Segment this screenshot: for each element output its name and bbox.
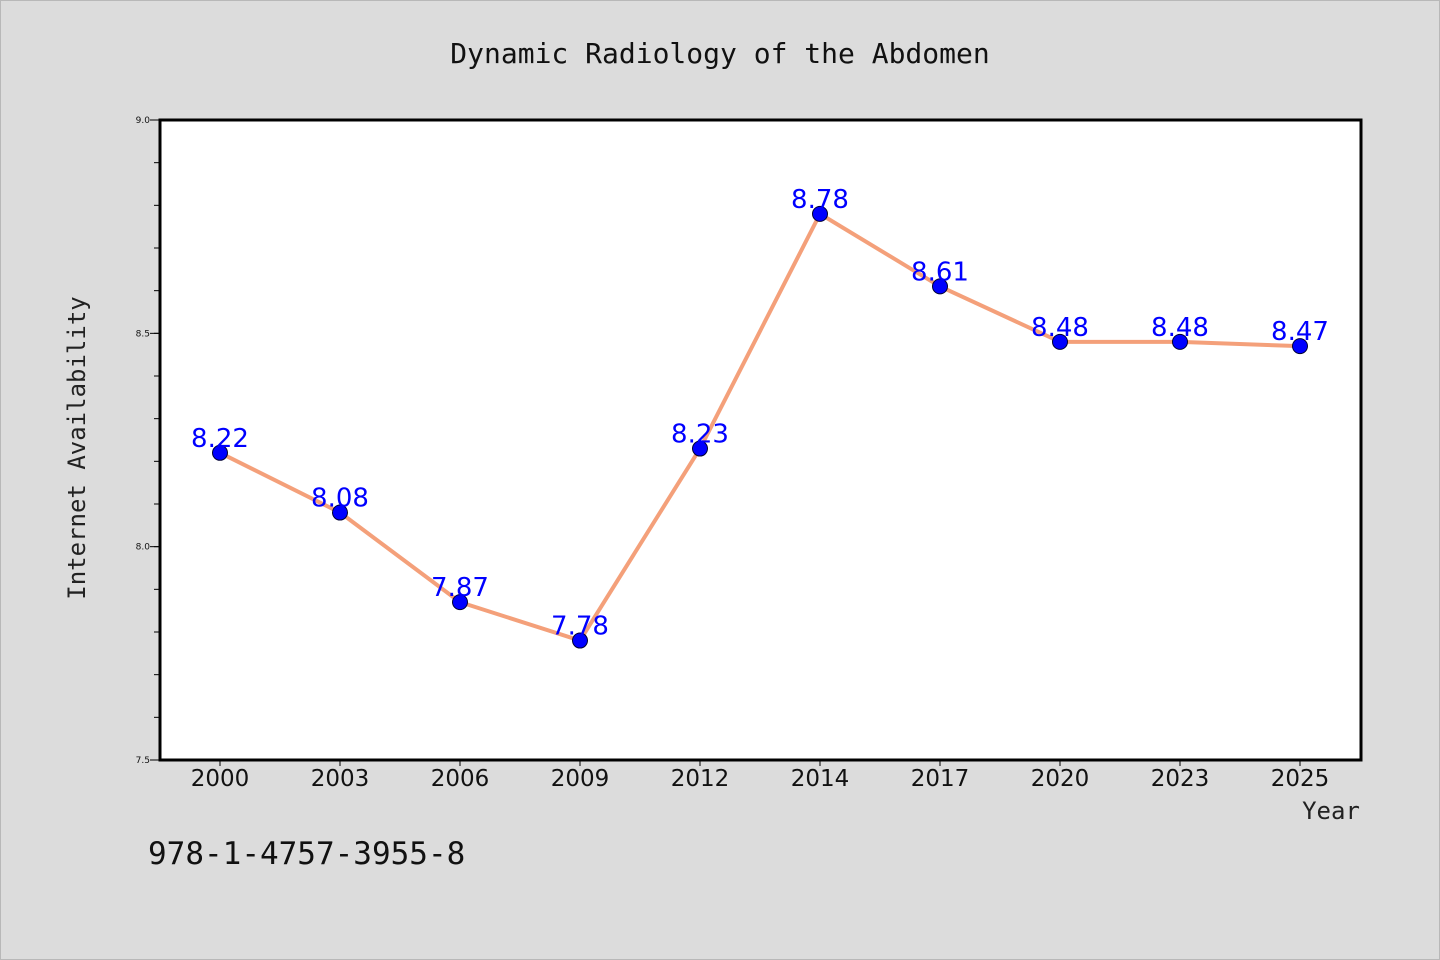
- data-label: 8.78: [791, 185, 849, 215]
- x-tick-label: 2017: [911, 766, 970, 792]
- data-label: 8.22: [191, 424, 249, 454]
- chart-title: Dynamic Radiology of the Abdomen: [450, 37, 989, 70]
- data-point: [692, 440, 708, 457]
- data-label: 8.47: [1271, 317, 1329, 347]
- data-label: 8.08: [311, 484, 369, 514]
- data-point: [1172, 333, 1188, 350]
- x-tick-label: 2009: [551, 766, 610, 792]
- x-tick-label: 2012: [671, 766, 730, 792]
- data-point: [572, 632, 588, 649]
- x-tick-label: 2014: [791, 766, 850, 792]
- data-point: [1292, 338, 1308, 355]
- data-label: 8.48: [1151, 313, 1209, 343]
- x-axis-title: Year: [1302, 797, 1360, 825]
- x-axis: 2000 2003 2006 2009 2012 2014 2017 2020 2023 2025: [191, 760, 1330, 792]
- data-point: [212, 444, 228, 461]
- y-tick-label: 7.5: [136, 756, 150, 766]
- data-label: 7.78: [551, 612, 609, 642]
- data-point: [812, 205, 828, 222]
- data-label: 8.23: [671, 420, 729, 450]
- y-tick-label: 8.5: [136, 329, 150, 339]
- data-point: [452, 594, 468, 611]
- data-label: 7.87: [431, 573, 489, 603]
- x-tick-label: 2000: [191, 766, 250, 792]
- x-tick-label: 2020: [1031, 766, 1090, 792]
- y-axis: 7.5 8.0 8.5 9.0: [136, 116, 160, 766]
- data-label: 8.61: [911, 257, 969, 287]
- data-point: [932, 278, 948, 295]
- x-tick-label: 2023: [1151, 766, 1210, 792]
- y-tick-label: 9.0: [136, 116, 151, 126]
- data-point: [332, 504, 348, 521]
- data-point: [1052, 333, 1068, 350]
- x-tick-label: 2003: [311, 766, 370, 792]
- data-labels: 8.22 8.08 7.87 7.78 8.23 8.78 8.61 8.48 8.48 8.47: [191, 185, 1329, 642]
- x-tick-label: 2006: [431, 766, 490, 792]
- y-tick-label: 8.0: [136, 543, 151, 553]
- x-tick-label: 2025: [1271, 766, 1330, 792]
- plot-area: [158, 118, 1363, 762]
- isbn-footer: 978-1-4757-3955-8: [148, 836, 465, 872]
- series-line: [219, 211, 1301, 643]
- data-label: 8.48: [1031, 313, 1089, 343]
- series-markers: [212, 205, 1308, 649]
- y-axis-title: Internet Availability: [63, 296, 91, 599]
